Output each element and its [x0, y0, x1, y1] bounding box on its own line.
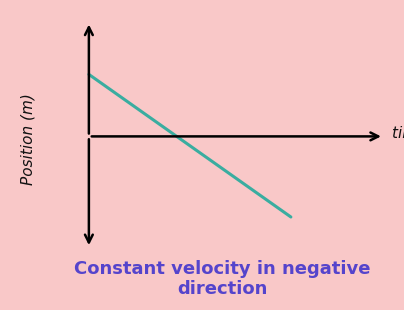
Text: time (s): time (s) — [392, 126, 404, 141]
Text: Constant velocity in negative
direction: Constant velocity in negative direction — [74, 259, 370, 299]
Text: Position (m): Position (m) — [21, 94, 36, 185]
